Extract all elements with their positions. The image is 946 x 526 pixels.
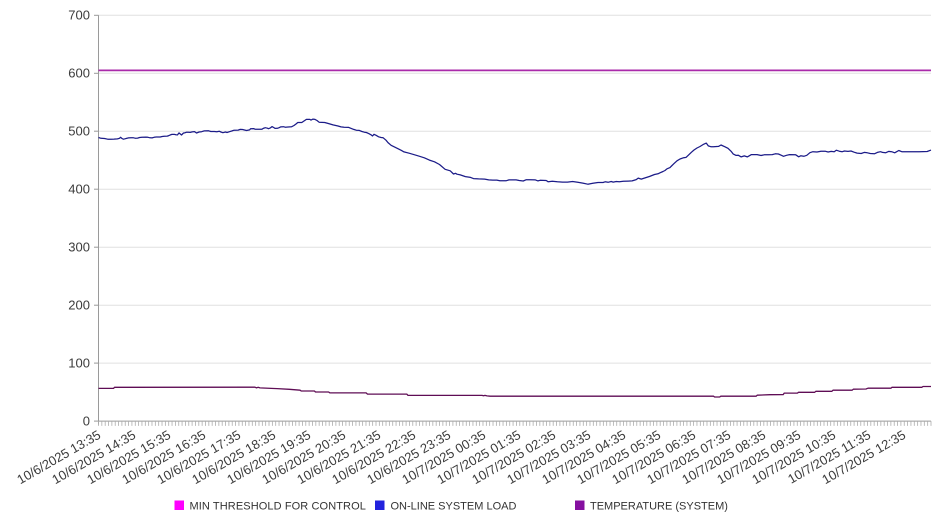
svg-text:700: 700 [68,8,90,23]
svg-text:ON-LINE SYSTEM LOAD: ON-LINE SYSTEM LOAD [391,501,517,513]
svg-text:TEMPERATURE (SYSTEM): TEMPERATURE (SYSTEM) [590,501,728,513]
svg-text:300: 300 [68,240,90,255]
svg-text:600: 600 [68,66,90,81]
svg-text:200: 200 [68,298,90,313]
svg-text:500: 500 [68,124,90,139]
svg-text:100: 100 [68,355,90,370]
svg-text:0: 0 [83,413,90,428]
svg-text:400: 400 [68,182,90,197]
svg-text:MIN THRESHOLD FOR CONTROL: MIN THRESHOLD FOR CONTROL [190,501,366,513]
